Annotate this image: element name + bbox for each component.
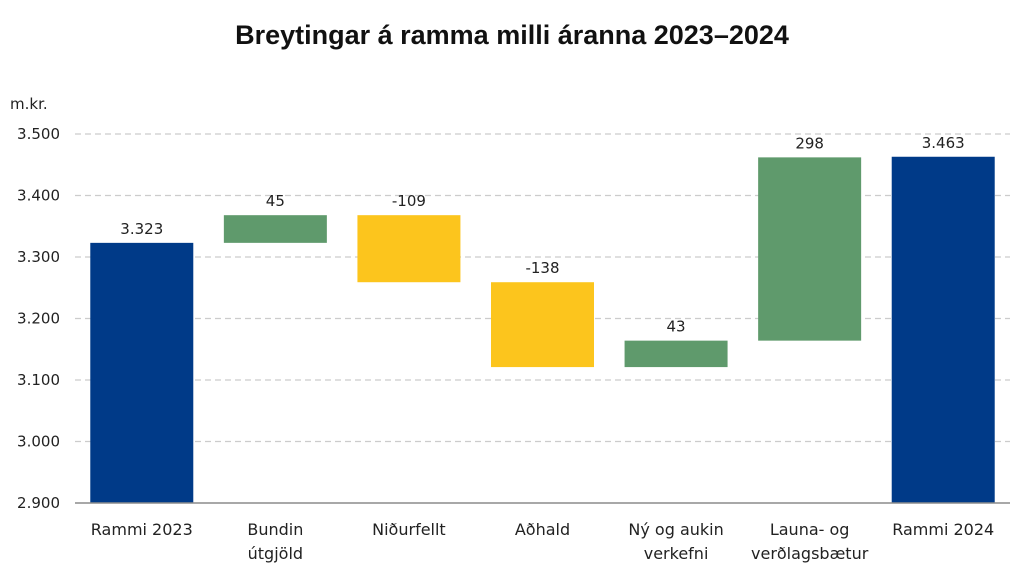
bar-increase — [624, 340, 728, 368]
y-tick-label: 3.100 — [17, 371, 60, 389]
bar-decrease — [491, 282, 594, 368]
category-label: Bundin — [247, 520, 303, 539]
category-label: verðlagsbætur — [751, 544, 869, 563]
category-label: verkefni — [644, 544, 709, 563]
category-label: Launa- og — [770, 520, 850, 539]
bar-increase — [223, 215, 327, 243]
data-label: 298 — [795, 134, 824, 152]
chart-title: Breytingar á ramma milli áranna 2023–202… — [235, 20, 789, 50]
y-tick-label: 3.500 — [17, 125, 60, 143]
category-label: Rammi 2023 — [91, 520, 193, 539]
bar-decrease — [357, 215, 461, 283]
category-label: Aðhald — [515, 520, 570, 539]
category-label: Rammi 2024 — [892, 520, 994, 539]
y-tick-label: 2.900 — [17, 494, 60, 512]
bar-total — [90, 242, 194, 504]
y-axis-unit-label: m.kr. — [10, 95, 48, 113]
data-label: 45 — [266, 192, 285, 210]
bar-total — [891, 156, 995, 503]
data-label: 3.323 — [120, 220, 163, 238]
y-tick-label: 3.000 — [17, 433, 60, 451]
data-label: -138 — [525, 259, 559, 277]
y-tick-label: 3.300 — [17, 248, 60, 266]
bar-increase — [758, 157, 862, 341]
category-label: Ný og aukin — [628, 520, 723, 539]
y-tick-label: 3.400 — [17, 187, 60, 205]
data-label: 3.463 — [922, 134, 965, 152]
data-label: -109 — [392, 192, 426, 210]
y-tick-label: 3.200 — [17, 310, 60, 328]
data-label: 43 — [667, 318, 686, 336]
category-label: útgjöld — [248, 544, 303, 563]
category-label: Niðurfellt — [372, 520, 446, 539]
